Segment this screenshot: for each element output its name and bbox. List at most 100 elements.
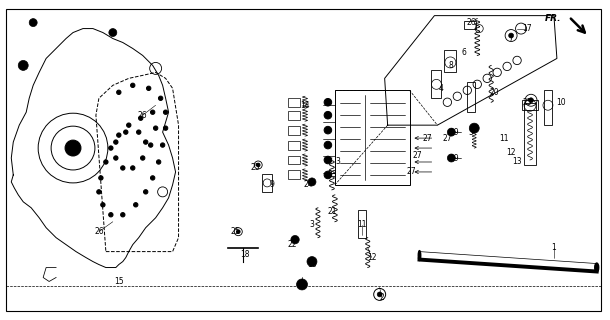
Ellipse shape	[418, 251, 421, 260]
Circle shape	[151, 110, 155, 114]
Circle shape	[160, 143, 165, 147]
Text: 23: 23	[327, 171, 337, 180]
Circle shape	[140, 156, 145, 160]
Bar	[288, 98, 300, 107]
Text: 2: 2	[379, 293, 384, 302]
Circle shape	[296, 279, 307, 290]
Text: 18: 18	[240, 250, 250, 259]
Circle shape	[131, 83, 135, 87]
Circle shape	[154, 126, 158, 130]
Text: 20: 20	[489, 88, 499, 97]
Text: 3: 3	[336, 157, 340, 166]
Text: 12: 12	[367, 253, 376, 262]
Circle shape	[163, 126, 168, 130]
Circle shape	[104, 160, 108, 164]
Bar	[288, 171, 300, 180]
Circle shape	[447, 154, 455, 162]
Bar	[288, 111, 300, 120]
Text: 19: 19	[450, 128, 459, 137]
Text: 13: 13	[512, 157, 522, 166]
Circle shape	[377, 292, 382, 297]
Text: 27: 27	[443, 133, 452, 143]
Circle shape	[134, 203, 138, 207]
Circle shape	[18, 60, 28, 70]
Ellipse shape	[595, 263, 599, 272]
Circle shape	[237, 230, 240, 234]
Text: 24: 24	[303, 180, 313, 189]
Circle shape	[131, 166, 135, 170]
Bar	[358, 210, 366, 238]
Circle shape	[109, 146, 113, 150]
Bar	[445, 51, 456, 72]
Text: 10: 10	[556, 98, 565, 107]
Bar	[524, 103, 536, 165]
Text: 11: 11	[500, 133, 509, 143]
Circle shape	[113, 140, 118, 144]
Text: 26: 26	[138, 111, 148, 120]
Circle shape	[509, 33, 514, 38]
Circle shape	[324, 156, 332, 164]
Text: 25: 25	[250, 164, 260, 172]
Text: 16: 16	[307, 260, 317, 269]
Circle shape	[138, 116, 143, 120]
Text: 27: 27	[407, 167, 417, 176]
Text: 12: 12	[506, 148, 516, 156]
Text: 25: 25	[231, 227, 240, 236]
Circle shape	[148, 143, 153, 147]
Circle shape	[146, 86, 151, 91]
Circle shape	[97, 190, 101, 194]
Bar	[464, 20, 476, 28]
Text: FR.: FR.	[544, 14, 561, 23]
Text: 22: 22	[287, 240, 297, 249]
Circle shape	[109, 28, 117, 36]
Circle shape	[308, 178, 316, 186]
Circle shape	[447, 128, 455, 136]
Circle shape	[137, 130, 141, 134]
Circle shape	[291, 236, 300, 244]
Circle shape	[121, 212, 125, 217]
Bar	[288, 156, 300, 164]
Circle shape	[156, 160, 161, 164]
Circle shape	[151, 176, 155, 180]
Text: 26: 26	[467, 18, 476, 27]
Text: 19: 19	[450, 154, 459, 163]
Text: 26: 26	[94, 227, 104, 236]
Circle shape	[307, 257, 317, 267]
Circle shape	[256, 163, 260, 167]
Circle shape	[127, 123, 131, 127]
Circle shape	[117, 133, 121, 137]
Text: 6: 6	[462, 48, 467, 57]
Text: 4: 4	[439, 84, 444, 93]
Text: 5: 5	[469, 128, 474, 137]
Text: 14: 14	[300, 101, 310, 110]
Bar	[335, 90, 409, 185]
Circle shape	[113, 156, 118, 160]
Circle shape	[324, 99, 332, 106]
Circle shape	[99, 176, 103, 180]
Text: 11: 11	[357, 220, 367, 229]
Text: 9: 9	[270, 180, 274, 189]
Circle shape	[159, 96, 163, 100]
Circle shape	[101, 203, 105, 207]
Circle shape	[469, 123, 479, 133]
Circle shape	[117, 90, 121, 94]
Circle shape	[324, 111, 332, 119]
Bar	[467, 82, 475, 112]
Bar	[288, 126, 300, 135]
Circle shape	[528, 98, 534, 103]
Text: 1: 1	[551, 243, 556, 252]
Bar	[544, 90, 552, 125]
Circle shape	[143, 140, 148, 144]
Bar	[522, 100, 538, 110]
Circle shape	[324, 171, 332, 179]
Circle shape	[109, 212, 113, 217]
Text: 7: 7	[509, 34, 514, 43]
Text: 15: 15	[114, 277, 124, 286]
Circle shape	[324, 141, 332, 149]
Bar	[288, 140, 300, 149]
Circle shape	[163, 110, 168, 114]
Circle shape	[124, 130, 128, 134]
Text: 25: 25	[522, 98, 532, 107]
Circle shape	[143, 190, 148, 194]
Bar	[431, 70, 442, 98]
